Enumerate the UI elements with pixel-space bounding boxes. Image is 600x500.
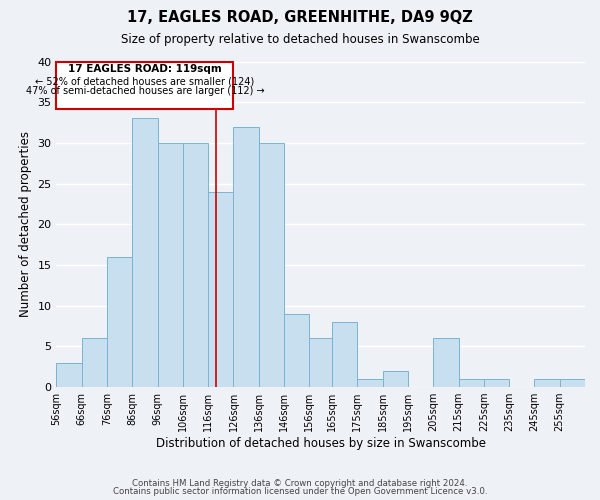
Bar [259,143,284,387]
Text: 47% of semi-detached houses are larger (112) →: 47% of semi-detached houses are larger (… [26,86,264,96]
Bar [82,338,107,387]
Bar [358,379,383,387]
Bar [284,314,310,387]
Bar [332,322,358,387]
FancyBboxPatch shape [56,62,233,108]
Bar [133,118,158,387]
Text: Contains HM Land Registry data © Crown copyright and database right 2024.: Contains HM Land Registry data © Crown c… [132,478,468,488]
Bar [458,379,484,387]
Bar [484,379,509,387]
Bar [535,379,560,387]
Text: Contains public sector information licensed under the Open Government Licence v3: Contains public sector information licen… [113,487,487,496]
Text: 17 EAGLES ROAD: 119sqm: 17 EAGLES ROAD: 119sqm [68,64,222,74]
Y-axis label: Number of detached properties: Number of detached properties [19,132,32,318]
Text: ← 52% of detached houses are smaller (124): ← 52% of detached houses are smaller (12… [35,76,254,86]
X-axis label: Distribution of detached houses by size in Swanscombe: Distribution of detached houses by size … [156,437,486,450]
Bar [208,192,233,387]
Bar [56,362,82,387]
Bar [310,338,332,387]
Bar [158,143,183,387]
Bar [383,371,408,387]
Bar [107,257,133,387]
Bar [433,338,458,387]
Text: 17, EAGLES ROAD, GREENHITHE, DA9 9QZ: 17, EAGLES ROAD, GREENHITHE, DA9 9QZ [127,10,473,25]
Text: Size of property relative to detached houses in Swanscombe: Size of property relative to detached ho… [121,32,479,46]
Bar [560,379,585,387]
Bar [233,126,259,387]
Bar [183,143,208,387]
